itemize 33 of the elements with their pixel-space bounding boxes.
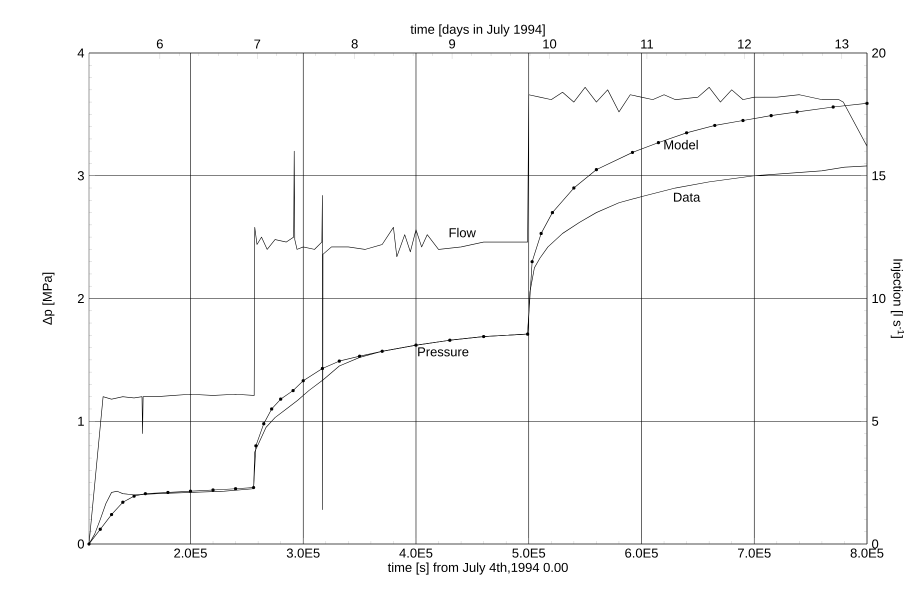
annotation: Data [674,192,700,202]
x2-tick-label: 10 [543,39,556,48]
x2-tick-label: 13 [836,39,848,48]
x-tick-label: 6.0E5 [625,548,658,558]
annotation: Flow [450,228,476,238]
y2-tick-label: 0 [872,539,878,549]
y-axis-title: Δp [MPa] [42,272,54,325]
y-tick-label: 0 [78,539,84,549]
annotation: Pressure [418,347,468,356]
y2-tick-label: 15 [872,171,886,180]
x2-tick-label: 12 [738,39,751,48]
x-tick-label: 3.0E5 [286,548,320,558]
x2-axis-title: time [days in July 1994] [410,24,545,36]
y2-tick-label: 20 [872,48,886,58]
x-tick-label: 8.0E5 [850,548,884,558]
x2-tick-label: 6 [156,39,163,48]
x-tick-label: 7.0E5 [738,548,771,558]
y-tick-label: 1 [78,416,84,426]
y-tick-label: 4 [78,48,84,58]
annotation: Model [664,140,698,150]
y2-axis-title: Injection [l s$^{-1}$] [890,259,904,338]
y-tick-label: 3 [78,171,84,180]
x2-tick-label: 9 [449,39,456,48]
x-tick-label: 5.0E5 [512,548,546,558]
x-tick-label: 2.0E5 [174,548,207,558]
y-tick-label: 2 [78,294,84,304]
y2-tick-label: 5 [872,416,878,426]
x-axis-title: time [s] from July 4th,1994 0.00 [388,562,568,575]
x2-tick-label: 7 [254,40,260,48]
y2-tick-label: 10 [872,294,886,304]
x2-tick-label: 11 [641,40,654,48]
x-tick-label: 4.0E5 [399,548,432,558]
x2-tick-label: 8 [352,39,358,48]
